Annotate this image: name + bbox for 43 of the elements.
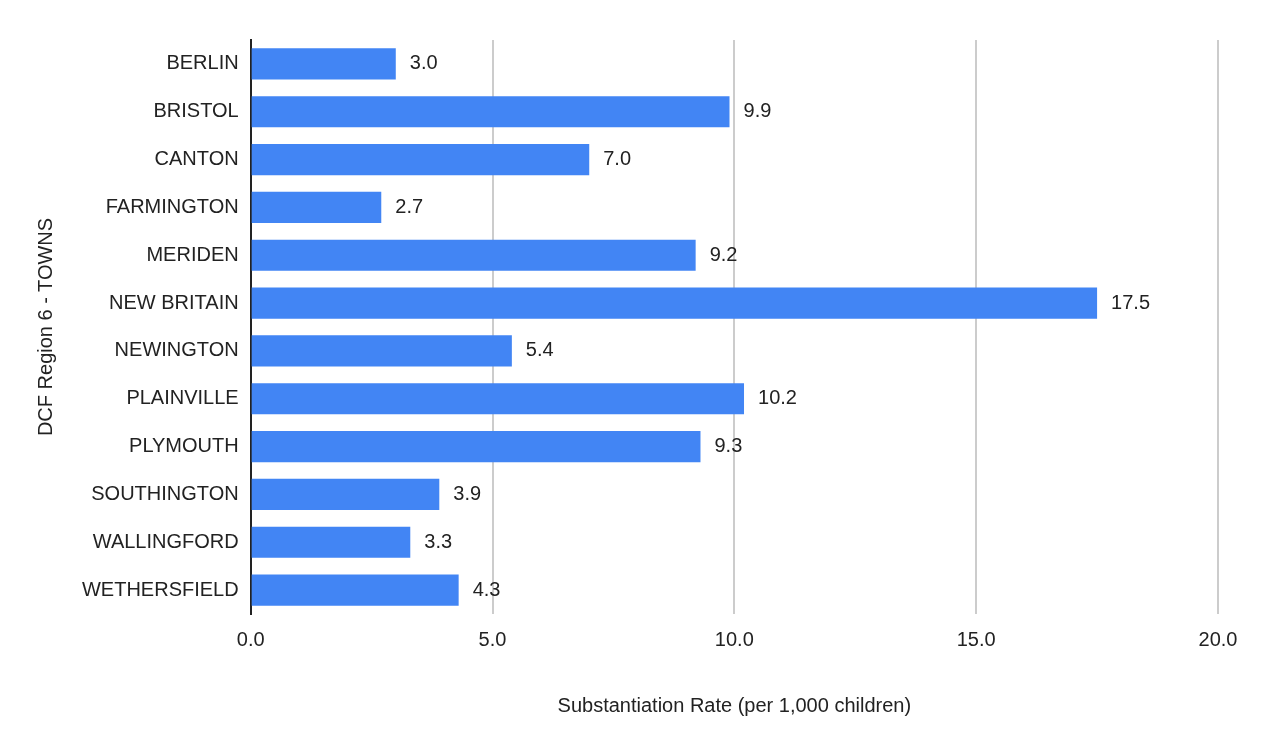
data-label: 7.0	[603, 147, 632, 170]
x-tick-label: 0.0	[236, 627, 265, 650]
bar	[251, 478, 440, 510]
y-tick-label: WALLINGFORD	[92, 529, 239, 552]
data-label: 9.9	[743, 99, 772, 122]
x-axis-title: Substantiation Rate (per 1,000 children)	[557, 693, 912, 716]
bar	[251, 431, 701, 463]
y-tick-label: CANTON	[154, 147, 239, 170]
bar	[251, 48, 396, 80]
y-tick-label: NEW BRITAIN	[109, 290, 239, 313]
data-label: 3.0	[409, 51, 438, 74]
y-tick-label: MERIDEN	[146, 242, 239, 265]
data-label: 17.5	[1111, 290, 1151, 313]
bar	[251, 335, 512, 367]
bar	[251, 287, 1098, 319]
bar	[251, 191, 382, 223]
y-tick-label: FARMINGTON	[105, 194, 239, 217]
data-label: 9.2	[709, 242, 738, 265]
x-tick-label: 10.0	[714, 627, 754, 650]
bar	[251, 96, 730, 128]
data-label: 10.2	[758, 386, 797, 409]
bar	[251, 526, 411, 558]
y-tick-label: PLAINVILLE	[126, 386, 239, 409]
y-tick-label: SOUTHINGTON	[91, 481, 239, 504]
y-tick-label: NEWINGTON	[114, 338, 239, 361]
bar	[251, 574, 459, 606]
x-tick-label: 20.0	[1198, 627, 1238, 650]
x-tick-label: 15.0	[956, 627, 996, 650]
data-label: 9.3	[714, 434, 743, 457]
data-label: 3.3	[424, 529, 453, 552]
data-label: 5.4	[525, 338, 554, 361]
bar	[251, 239, 696, 271]
y-tick-label: BERLIN	[166, 51, 239, 74]
data-label: 2.7	[395, 194, 424, 217]
y-tick-label: BRISTOL	[153, 99, 239, 122]
x-tick-label: 5.0	[478, 627, 507, 650]
y-tick-label: WETHERSFIELD	[81, 577, 239, 600]
bar	[251, 383, 745, 415]
data-label: 4.3	[472, 577, 501, 600]
y-axis-title: DCF Region 6 - TOWNS	[33, 217, 56, 437]
y-tick-label: PLYMOUTH	[129, 434, 239, 457]
data-label: 3.9	[453, 481, 482, 504]
bar	[251, 144, 590, 176]
